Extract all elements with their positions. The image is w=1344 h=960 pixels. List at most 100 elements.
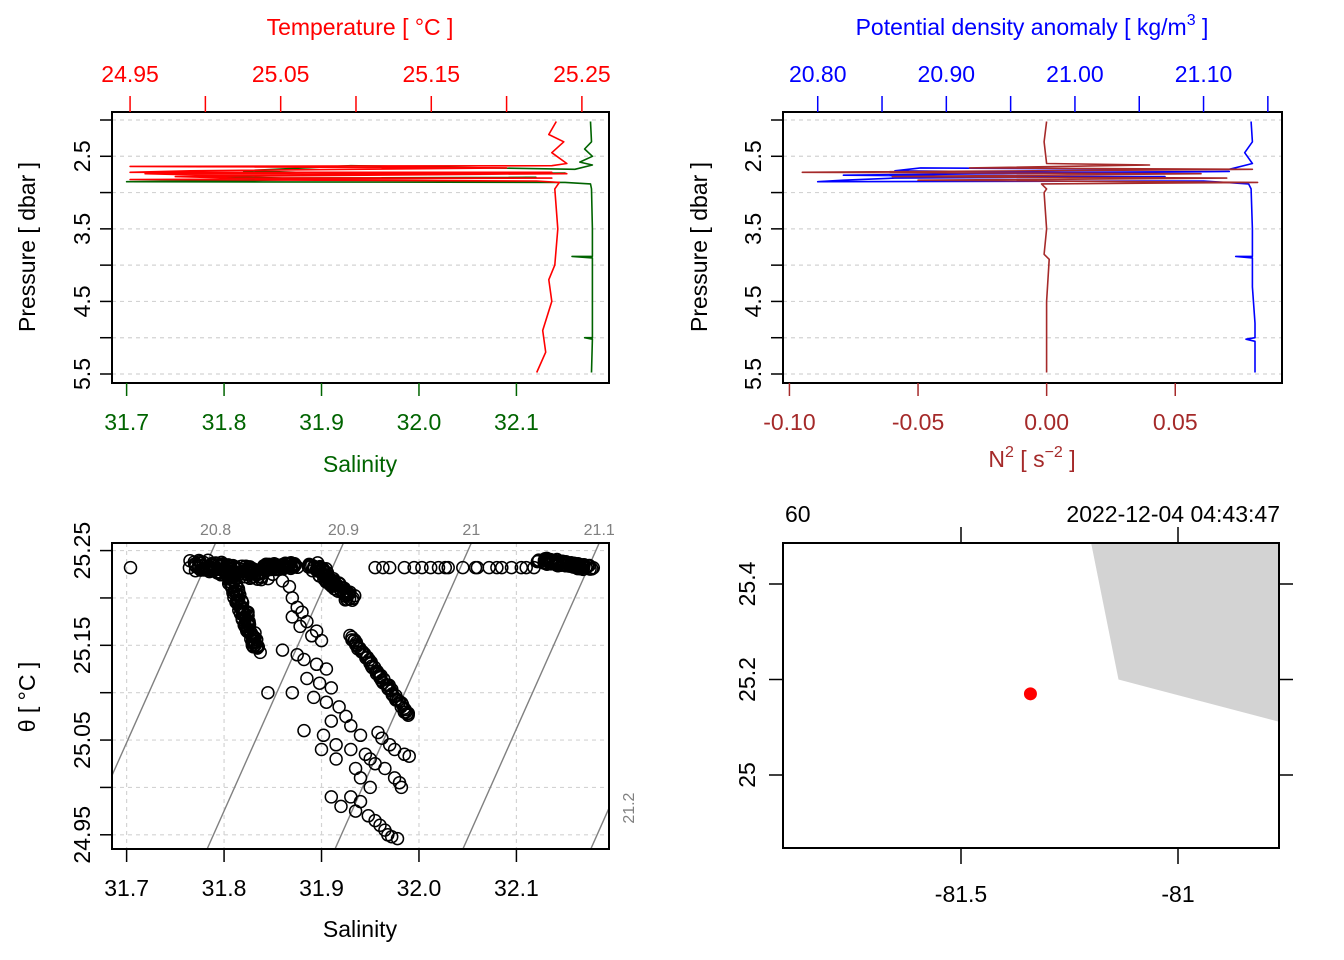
data-point bbox=[344, 719, 358, 733]
data-point bbox=[353, 728, 368, 743]
map-top-label-left: 60 bbox=[785, 501, 811, 527]
series-line-potential-density-anomaly bbox=[816, 121, 1256, 373]
x-tick-label: 31.8 bbox=[202, 875, 247, 901]
data-point bbox=[401, 708, 415, 722]
data-point bbox=[300, 671, 314, 686]
data-point bbox=[400, 706, 414, 721]
data-point bbox=[329, 738, 343, 752]
data-point bbox=[376, 560, 390, 575]
isopycnal-line bbox=[462, 543, 600, 849]
data-point bbox=[261, 685, 275, 700]
x-axis-n2: -0.10 -0.05 0.00 0.05 bbox=[763, 383, 1198, 435]
y-tick-label: 2.5 bbox=[740, 140, 766, 172]
data-point bbox=[519, 560, 533, 575]
x-axis-salinity: 31.7 31.8 31.9 32.0 32.1 bbox=[104, 849, 539, 901]
data-point bbox=[306, 690, 321, 705]
x-tick-label: 32.1 bbox=[494, 875, 539, 901]
x-tick-label: 32.1 bbox=[494, 409, 539, 435]
x-top-tick-label: 25.15 bbox=[403, 61, 461, 87]
x-tick-label: -0.05 bbox=[892, 409, 944, 435]
x-top-tick-label: 25.05 bbox=[252, 61, 310, 87]
y-axis-title: Pressure [ dbar ] bbox=[686, 162, 712, 332]
data-point bbox=[332, 700, 346, 714]
data-point bbox=[407, 560, 421, 575]
data-point bbox=[378, 761, 392, 776]
x-axis-title-density: Potential density anomaly [ kg/m3 ] bbox=[856, 12, 1209, 40]
y-tick-label: 25.05 bbox=[69, 711, 95, 769]
y-axis: 2.5 3.5 4.5 5.5 bbox=[69, 119, 112, 390]
isopycnal-label: 21.2 bbox=[621, 792, 638, 823]
data-point bbox=[527, 560, 541, 575]
data-point bbox=[285, 685, 300, 700]
density-label-sup: 3 bbox=[1187, 12, 1196, 29]
data-point bbox=[397, 560, 412, 575]
data-point bbox=[275, 643, 290, 657]
x-axis-title-n2: N2 [ s−2 ] bbox=[988, 444, 1075, 472]
grid bbox=[112, 543, 609, 849]
data-point bbox=[314, 633, 329, 648]
isopycnal-label: 20.9 bbox=[328, 522, 359, 539]
x-tick-label: 32.0 bbox=[397, 875, 442, 901]
data-point bbox=[415, 560, 429, 575]
x-tick-label: 32.0 bbox=[397, 409, 442, 435]
data-point bbox=[324, 681, 339, 695]
y-tick-label: 4.5 bbox=[740, 285, 766, 317]
data-point bbox=[324, 790, 339, 804]
data-point bbox=[297, 652, 311, 667]
n2-label-end: ] bbox=[1063, 446, 1076, 472]
data-point bbox=[253, 645, 267, 660]
data-point bbox=[504, 560, 519, 575]
y-tick-label: 5.5 bbox=[740, 358, 766, 390]
data-point bbox=[387, 771, 402, 785]
data-point bbox=[402, 749, 416, 763]
y-tick-label: 25.2 bbox=[734, 657, 760, 702]
data-point bbox=[363, 752, 377, 766]
data-point bbox=[347, 588, 362, 603]
y-tick-label: 3.5 bbox=[740, 213, 766, 245]
y-axis: 2.5 3.5 4.5 5.5 bbox=[740, 119, 783, 390]
data-point bbox=[348, 761, 363, 776]
scatter-points bbox=[123, 551, 601, 846]
x-tick-label: -81.5 bbox=[935, 881, 987, 907]
x-tick-label: 31.7 bbox=[104, 409, 149, 435]
data-point bbox=[361, 809, 376, 823]
panel-station-map: 25 25.2 25.4 -81.5 -81 60 2022-12-04 04:43:… bbox=[734, 501, 1293, 907]
data-point bbox=[300, 614, 314, 629]
data-point bbox=[390, 831, 405, 846]
panel-density-n2-profile: 2.53.54.55.5 -0.10 -0.05 0.00 0.05 20.80 20.… bbox=[686, 12, 1283, 472]
data-point bbox=[334, 799, 348, 814]
data-point bbox=[368, 813, 382, 828]
data-point bbox=[382, 738, 397, 752]
data-point bbox=[123, 560, 138, 575]
grid bbox=[783, 119, 1282, 375]
data-point bbox=[324, 714, 339, 728]
y-axis-theta: 24.95 25.05 25.15 25.25 bbox=[69, 522, 112, 864]
x-tick-label: 31.9 bbox=[299, 875, 344, 901]
x-tick-label: 0.05 bbox=[1153, 409, 1198, 435]
data-point bbox=[290, 648, 304, 662]
x-tick-label: -0.10 bbox=[763, 409, 815, 435]
data-point bbox=[586, 561, 601, 575]
y-tick-label: 5.5 bbox=[69, 358, 95, 390]
data-point bbox=[329, 752, 343, 766]
n2-label-sup2: −2 bbox=[1045, 444, 1063, 461]
x-tick-label: 31.7 bbox=[104, 875, 149, 901]
data-point bbox=[384, 829, 399, 844]
n2-label-rest: [ s bbox=[1014, 446, 1045, 472]
data-point bbox=[490, 560, 504, 575]
series-line-n2 bbox=[801, 121, 1259, 373]
x-axis-title-salinity: Salinity bbox=[323, 451, 398, 477]
series-line-temperature bbox=[129, 121, 568, 373]
y-axis-title: Pressure [ dbar ] bbox=[14, 162, 40, 332]
station-marker bbox=[1023, 687, 1037, 701]
data-point bbox=[431, 560, 446, 575]
series-line-salinity bbox=[125, 121, 594, 373]
n2-label-main: N bbox=[988, 446, 1005, 472]
x-tick-label: 31.8 bbox=[202, 409, 247, 435]
data-point bbox=[375, 731, 389, 745]
plot-frame bbox=[782, 542, 1280, 849]
data-point bbox=[312, 676, 327, 690]
data-point bbox=[373, 818, 387, 833]
data-point bbox=[287, 559, 301, 574]
x-top-tick-label: 20.80 bbox=[789, 61, 847, 87]
